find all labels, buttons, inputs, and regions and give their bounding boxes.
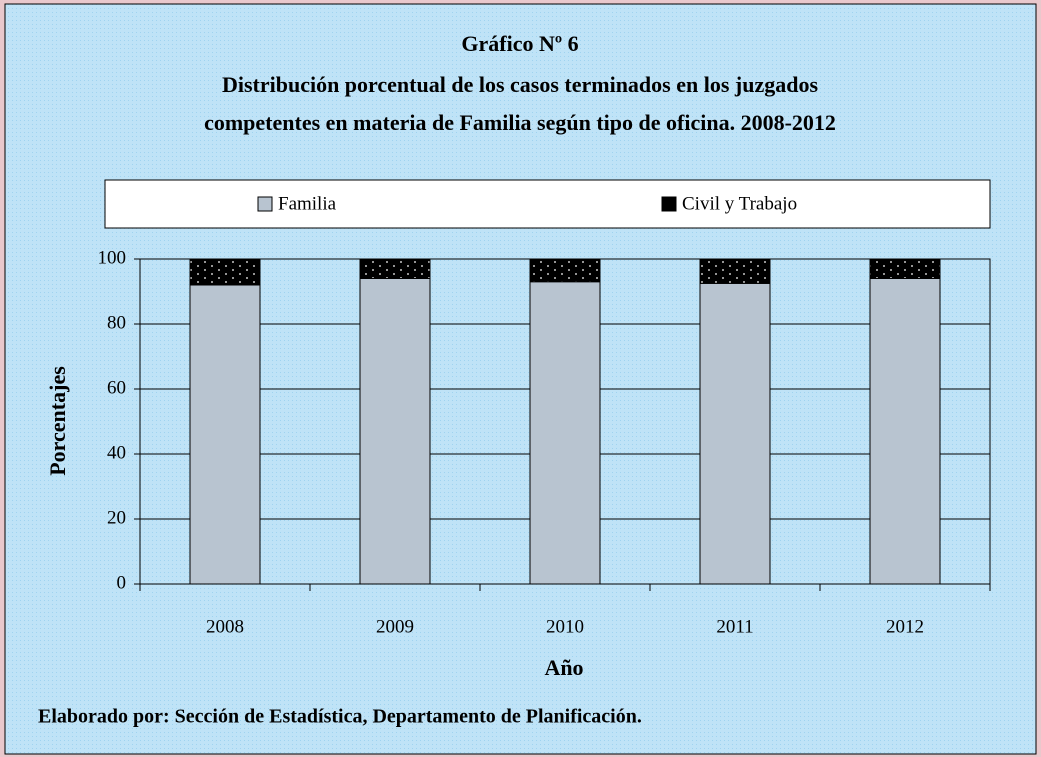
bar-segment [699,258,771,284]
chart-title: Gráfico Nº 6 [461,31,578,56]
x-tick-label: 2012 [886,616,924,637]
legend-label: Civil y Trabajo [682,193,797,214]
chart-subtitle: competentes en materia de Familia según … [204,110,836,135]
x-tick-label: 2009 [376,616,414,637]
bar-segment [189,284,261,585]
bar-segment [869,258,941,279]
y-tick-label: 0 [117,572,127,593]
x-axis-label: Año [544,655,583,680]
legend-swatch [257,196,273,212]
bar-segment [869,278,941,585]
y-tick-label: 40 [107,442,126,463]
chart-area [4,3,1037,755]
bar-segment [529,258,601,283]
y-tick-label: 80 [107,312,126,333]
bar-segment [529,281,601,585]
x-tick-label: 2010 [546,616,584,637]
y-tick-label: 100 [98,247,127,268]
chart-subtitle: Distribución porcentual de los casos ter… [222,72,819,97]
legend-label: Familia [278,193,337,214]
y-axis-label: Porcentajes [45,366,70,476]
legend-box [104,179,991,229]
x-tick-label: 2008 [206,616,244,637]
bar-segment [699,282,771,585]
bar-segment [359,278,431,585]
bar-segment [189,258,261,286]
x-tick-label: 2011 [716,616,753,637]
y-tick-label: 60 [107,377,126,398]
legend-swatch [661,196,677,212]
source-note: Elaborado por: Sección de Estadística, D… [38,706,642,728]
y-tick-label: 20 [107,507,126,528]
bar-segment [359,258,431,279]
